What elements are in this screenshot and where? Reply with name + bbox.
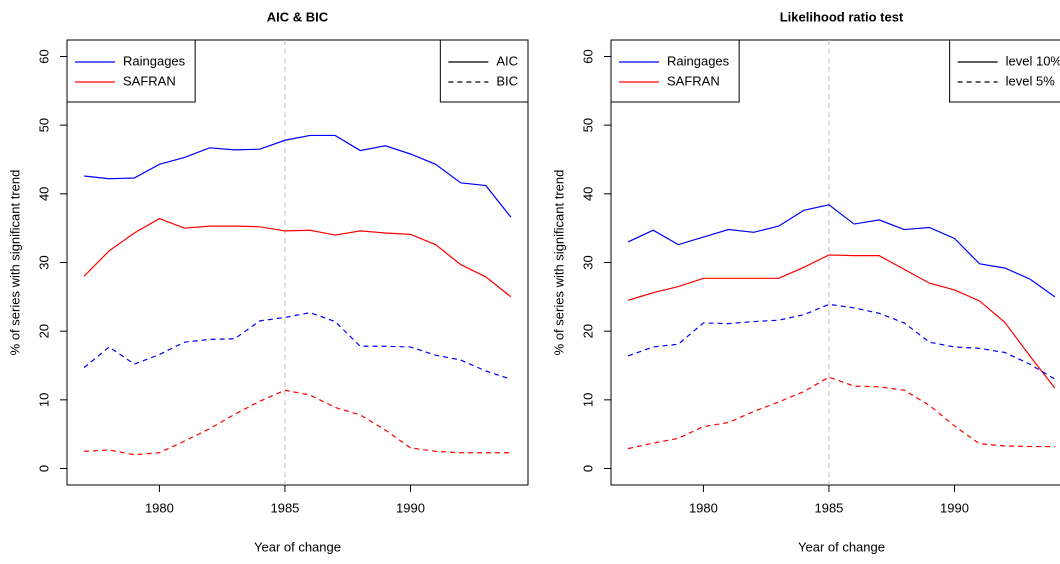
y-axis-label: % of series with significant trend [551, 170, 566, 356]
series-line [84, 134, 512, 218]
y-axis-label: % of series with significant trend [7, 170, 22, 356]
series-line [83, 217, 512, 298]
chart-title: AIC & BIC [267, 9, 329, 24]
legend-label: level 10% [1006, 53, 1060, 68]
chart-title: Likelihood ratio test [780, 9, 904, 24]
x-tick-label: 1980 [145, 500, 174, 515]
y-tick-label: 10 [580, 393, 595, 407]
x-axis-label: Year of change [254, 539, 341, 554]
legend-box [949, 39, 1060, 103]
y-tick-label: 40 [36, 187, 51, 201]
y-tick-label: 10 [36, 393, 51, 407]
legend-label: BIC [496, 73, 518, 88]
series-line [83, 312, 512, 380]
y-tick-label: 60 [580, 49, 595, 63]
x-axis-label: Year of change [798, 539, 885, 554]
plot-box [66, 39, 529, 486]
series-line [627, 254, 1056, 389]
y-tick-label: 30 [36, 255, 51, 269]
legend-box [66, 39, 196, 103]
legend-label: Raingages [123, 53, 186, 68]
x-tick-label: 1990 [940, 500, 969, 515]
legend-box [439, 39, 529, 103]
x-tick-label: 1990 [396, 500, 425, 515]
x-tick-label: 1985 [814, 500, 843, 515]
x-tick-label: 1985 [270, 500, 299, 515]
series-line [627, 303, 1056, 380]
y-tick-label: 0 [580, 465, 595, 472]
x-tick-label: 1980 [689, 500, 718, 515]
y-tick-label: 40 [580, 187, 595, 201]
y-tick-label: 50 [580, 118, 595, 132]
y-tick-label: 20 [580, 324, 595, 338]
y-tick-label: 50 [36, 118, 51, 132]
y-tick-label: 0 [36, 465, 51, 472]
y-tick-label: 20 [36, 324, 51, 338]
y-tick-label: 60 [36, 49, 51, 63]
series-line [627, 376, 1055, 450]
legend-label: SAFRAN [667, 73, 720, 88]
legend-label: Raingages [667, 53, 730, 68]
y-tick-label: 30 [580, 255, 595, 269]
series-line [84, 389, 511, 456]
plot-box [610, 39, 1060, 486]
series-line [627, 204, 1056, 298]
legend-label: SAFRAN [123, 73, 176, 88]
legend-label: AIC [496, 53, 518, 68]
legend-box [610, 39, 740, 103]
legend-label: level 5% [1006, 73, 1056, 88]
